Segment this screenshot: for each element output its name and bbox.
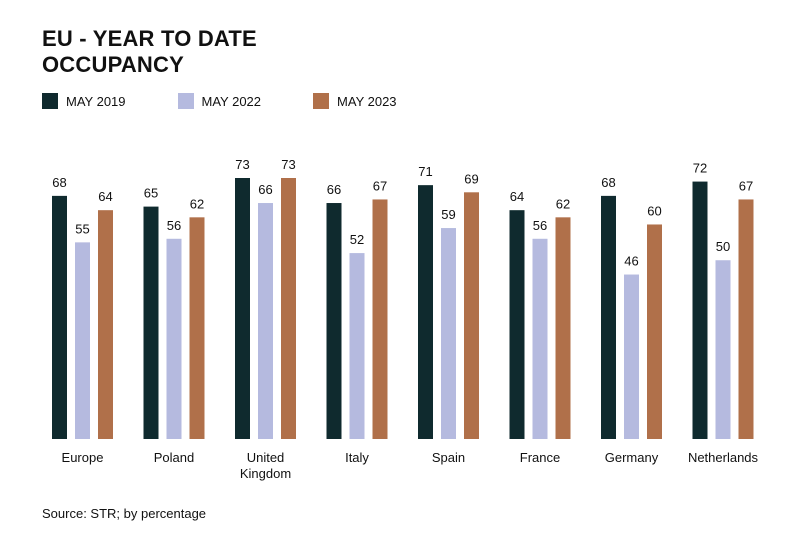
category-label-spain: Spain (432, 450, 465, 465)
legend-label-may-2022: MAY 2022 (201, 93, 262, 109)
data-label-poland-may-2022: 56 (167, 218, 181, 233)
bar-spain-may-2023 (464, 192, 479, 439)
data-label-spain-may-2023: 69 (464, 171, 478, 186)
bar-germany-may-2023 (647, 224, 662, 439)
data-label-france-may-2019: 64 (510, 189, 524, 204)
category-label-germany: Germany (605, 450, 659, 465)
category-label-europe: Europe (62, 450, 104, 465)
data-label-netherlands-may-2019: 72 (693, 161, 707, 176)
data-label-netherlands-may-2023: 67 (739, 178, 753, 193)
bar-united-kingdom-may-2019 (235, 178, 250, 439)
category-label-france: France (520, 450, 560, 465)
data-label-poland-may-2019: 65 (144, 186, 158, 201)
data-label-spain-may-2019: 71 (418, 164, 432, 179)
chart-title: EU - YEAR TO DATE OCCUPANCY (42, 26, 257, 78)
bar-netherlands-may-2022 (715, 260, 731, 439)
category-label-poland: Poland (154, 450, 194, 465)
data-label-spain-may-2022: 59 (441, 207, 455, 222)
bar-italy-may-2019 (326, 203, 342, 439)
data-label-europe-may-2023: 64 (98, 189, 112, 204)
chart-title-line-2: OCCUPANCY (42, 52, 184, 77)
bar-france-may-2019 (509, 210, 525, 439)
data-label-united-kingdom-may-2022: 66 (258, 182, 272, 197)
bar-europe-may-2023 (98, 210, 113, 439)
data-label-italy-may-2019: 66 (327, 182, 341, 197)
bar-germany-may-2022 (624, 274, 639, 439)
bar-united-kingdom-may-2022 (258, 203, 273, 439)
bar-netherlands-may-2023 (738, 199, 754, 439)
data-label-netherlands-may-2022: 50 (716, 239, 730, 254)
legend-label-may-2023: MAY 2023 (337, 93, 397, 109)
data-label-germany-may-2023: 60 (647, 203, 661, 218)
bar-italy-may-2023 (372, 199, 388, 439)
bar-spain-may-2019 (418, 185, 433, 439)
data-label-europe-may-2022: 55 (75, 221, 89, 236)
bar-italy-may-2022 (349, 253, 365, 439)
category-label-netherlands: Netherlands (688, 450, 759, 465)
category-label-italy: Italy (345, 450, 369, 465)
legend: MAY 2019 MAY 2022 MAY 2023 (42, 92, 449, 110)
legend-swatch-may-2022 (177, 93, 194, 109)
bar-netherlands-may-2019 (692, 181, 708, 439)
bar-germany-may-2019 (601, 195, 616, 439)
bar-poland-may-2023 (189, 217, 205, 439)
data-label-germany-may-2022: 46 (624, 254, 638, 269)
bar-france-may-2023 (555, 217, 571, 439)
legend-item-may-2019: MAY 2019 (42, 93, 126, 109)
chart-title-line-1: EU - YEAR TO DATE (42, 26, 257, 51)
data-label-united-kingdom-may-2023: 73 (281, 157, 295, 172)
data-label-france-may-2023: 62 (556, 196, 570, 211)
bar-europe-may-2019 (52, 195, 67, 439)
bar-poland-may-2022 (166, 238, 182, 439)
data-label-poland-may-2023: 62 (190, 196, 204, 211)
legend-swatch-may-2023 (313, 93, 330, 109)
data-label-italy-may-2023: 67 (373, 178, 387, 193)
data-label-france-may-2022: 56 (533, 218, 547, 233)
data-label-italy-may-2022: 52 (350, 232, 364, 247)
bar-europe-may-2022 (75, 242, 90, 439)
source-note: Source: STR; by percentage (42, 506, 207, 521)
legend-swatch-may-2019 (42, 93, 58, 109)
legend-item-may-2023: MAY 2023 (313, 93, 397, 109)
data-label-united-kingdom-may-2019: 73 (235, 157, 249, 172)
bar-united-kingdom-may-2023 (281, 178, 296, 439)
bar-poland-may-2019 (143, 206, 159, 439)
legend-label-may-2019: MAY 2019 (66, 93, 126, 109)
legend-item-may-2022: MAY 2022 (177, 93, 262, 109)
category-label-united-kingdom: United Kingdom (240, 450, 291, 481)
bar-france-may-2022 (532, 238, 548, 439)
bar-spain-may-2022 (441, 228, 456, 439)
data-label-germany-may-2019: 68 (601, 175, 615, 190)
data-label-europe-may-2019: 68 (52, 175, 66, 190)
